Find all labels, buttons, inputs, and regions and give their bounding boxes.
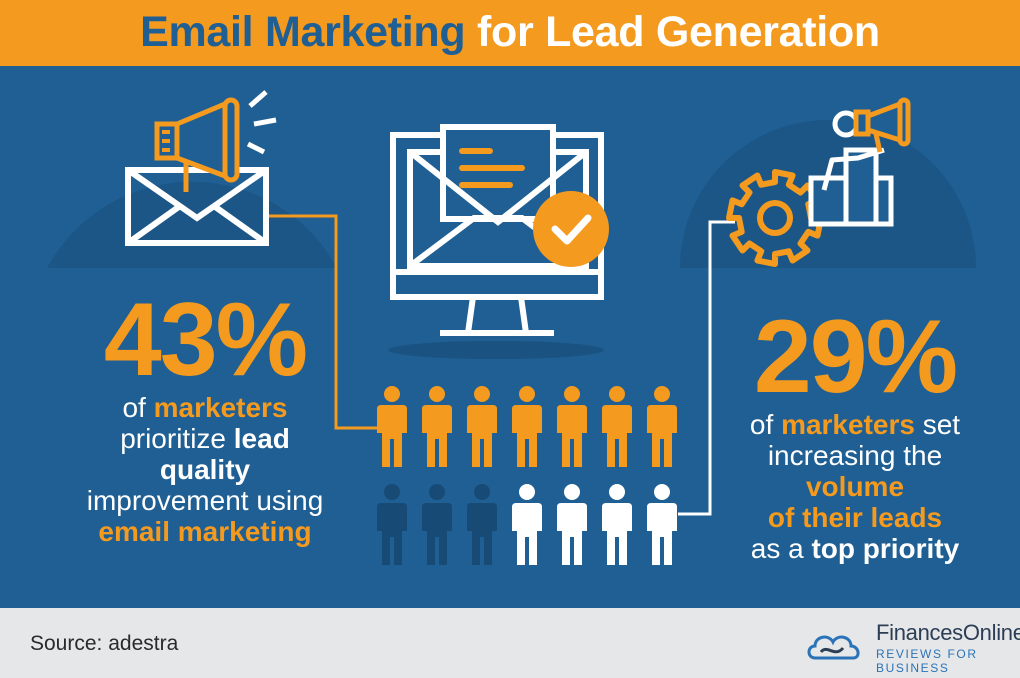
person-icon-highlighted	[377, 386, 407, 467]
person-icon-highlighted	[557, 386, 587, 467]
left-stat: 43% of marketers prioritize lead quality…	[40, 288, 370, 547]
person-icon-highlighted	[602, 386, 632, 467]
gear-icon	[726, 169, 824, 267]
left-line5: email marketing	[98, 516, 312, 547]
left-stat-value: 43%	[103, 282, 308, 398]
right-line1-a: of	[749, 409, 782, 440]
left-line1-a: of	[122, 392, 154, 423]
brand-tagline: REVIEWS FOR BUSINESS	[876, 647, 978, 675]
right-line1-b: marketers	[781, 409, 915, 440]
left-line2-a: prioritize	[120, 423, 234, 454]
left-line3: quality	[159, 454, 251, 485]
left-halo	[47, 181, 337, 268]
brand-name: FinancesOnline	[876, 620, 1020, 645]
computer-email-check-icon	[388, 124, 609, 359]
right-line1-c: set	[914, 409, 961, 440]
megaphone-envelope-icon	[125, 90, 277, 246]
title-part-2: for Lead Generation	[477, 8, 880, 56]
right-stat: 29% of marketers set increasing the volu…	[700, 305, 1010, 564]
page-title: Email Marketing for Lead Generation	[0, 6, 1020, 58]
person-icon-white	[557, 484, 587, 565]
right-line3: volume	[805, 471, 905, 502]
person-icon-white	[512, 484, 542, 565]
brand: FinancesOnline REVIEWS FOR BUSINESS	[876, 620, 1020, 675]
person-icon-dark	[422, 484, 452, 565]
right-line2: increasing the	[767, 440, 943, 471]
person-icon-highlighted	[647, 386, 677, 467]
left-line1-b: marketers	[153, 392, 288, 423]
left-stat-description: of marketers prioritize lead quality imp…	[40, 392, 370, 547]
illustration-layer	[47, 90, 976, 565]
person-icon-highlighted	[467, 386, 497, 467]
left-line4: improvement using	[86, 485, 324, 516]
right-stat-description: of marketers set increasing the volume o…	[700, 409, 1010, 564]
footer: Source: adestra FinancesOnline REVIEWS F…	[0, 608, 1020, 678]
left-connector-line	[266, 214, 378, 430]
people-grid	[377, 386, 677, 565]
person-icon-dark	[377, 484, 407, 565]
right-line5-b: top priority	[811, 533, 960, 564]
person-icon-highlighted	[422, 386, 452, 467]
title-part-1: Email Marketing	[140, 8, 466, 56]
left-line2-b: lead	[233, 423, 290, 454]
person-icon-white	[602, 484, 632, 565]
right-line5-a: as a	[750, 533, 812, 564]
person-icon-highlighted	[512, 386, 542, 467]
gear-person-megaphone-icon	[726, 97, 911, 267]
person-icon-white	[647, 484, 677, 565]
right-stat-value: 29%	[753, 299, 958, 415]
right-connector-line	[678, 220, 735, 516]
header-banner: Email Marketing for Lead Generation	[0, 0, 1020, 66]
financesonline-cloud-logo-icon	[807, 635, 860, 660]
person-icon-dark	[467, 484, 497, 565]
source-text: Source: adestra	[30, 632, 179, 655]
right-line4: of their leads	[767, 502, 943, 533]
